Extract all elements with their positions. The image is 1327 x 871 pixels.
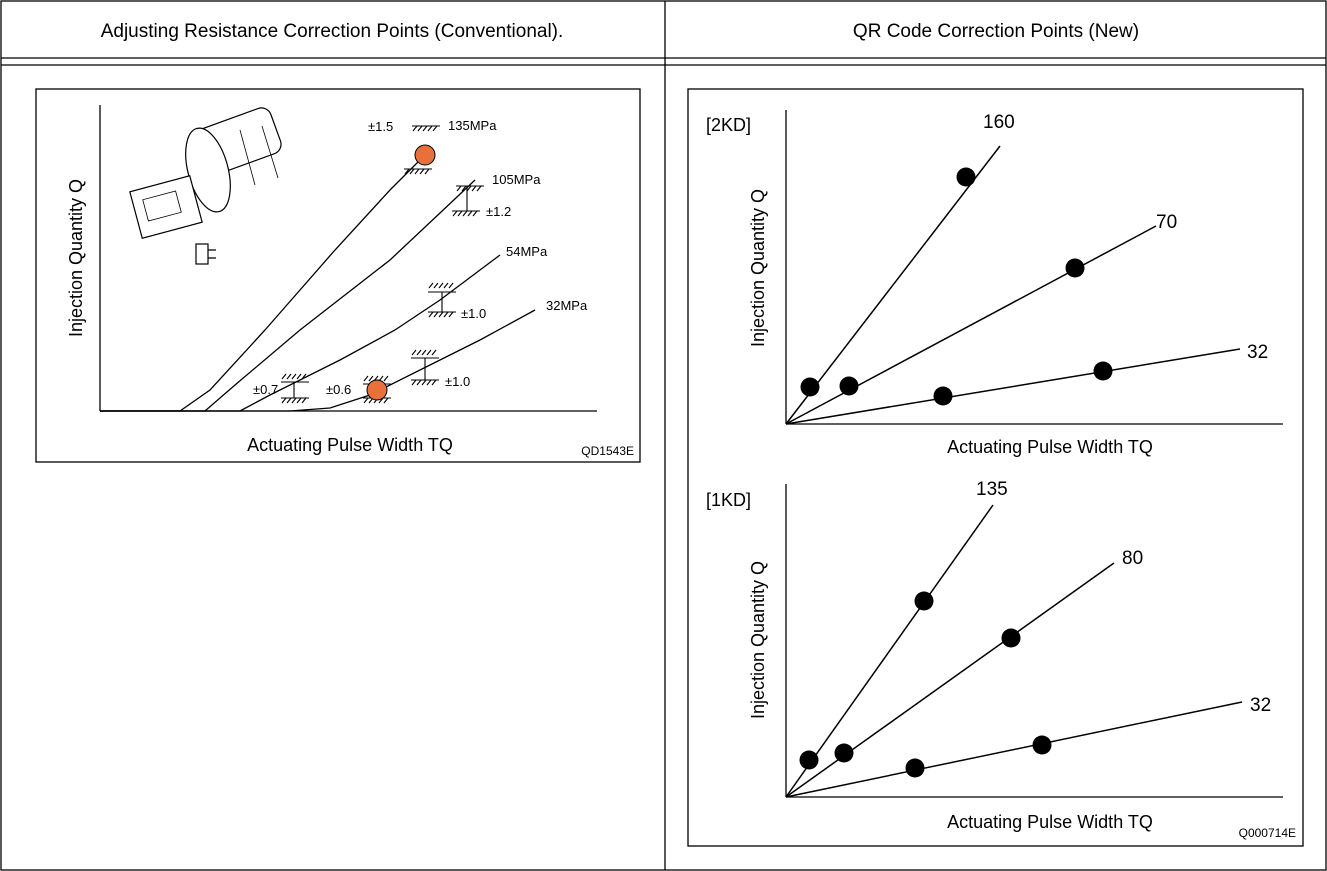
panel-1kd-x-axis-label: Actuating Pulse Width TQ [947, 812, 1153, 832]
conventional-diagram-frame [35, 88, 641, 463]
conventional-x-axis-label: Actuating Pulse Width TQ [247, 435, 453, 455]
hatch-mark [412, 125, 438, 132]
hatch-mark [281, 397, 307, 404]
injector-illustration [129, 107, 282, 265]
hatch-mark [456, 185, 482, 192]
panel-2kd-series-label-160: 160 [983, 112, 1015, 133]
pressure-label-135: 135MPa [448, 118, 497, 133]
right-column-header: QR Code Correction Points (New) [853, 21, 1139, 42]
tolerance-label-0-7: ±0.7 [253, 382, 278, 397]
panel-1kd-series-label-135: 135 [976, 479, 1008, 500]
tolerance-label-1-0-upper: ±1.0 [461, 306, 486, 321]
panel-2kd-line-160 [785, 145, 1001, 425]
panel-1kd-y-axis-label: Injection Quantity Q [748, 561, 768, 719]
curve-32mpa [100, 309, 536, 412]
injector-flange [185, 127, 231, 213]
panel-2kd-point-32-b [1093, 361, 1113, 381]
panel-2kd-point-160-a [800, 377, 820, 397]
panel-2kd-line-32 [785, 348, 1241, 425]
injector-body-shading [239, 125, 279, 186]
tolerance-label-1-0-lower: ±1.0 [445, 374, 470, 389]
highlight-point-32mpa [366, 379, 388, 401]
panel-2kd-line-70 [785, 225, 1157, 425]
chart-panel-1kd: [1KD] Injection Quantity Q Actuating Pul… [706, 479, 1283, 832]
conventional-figure-code: QD1543E [581, 444, 634, 458]
tolerance-marks [281, 125, 484, 404]
panel-1kd-point-32-b [1032, 735, 1052, 755]
qr-figure-code: Q000714E [1239, 826, 1296, 840]
panel-1kd-point-80-b [1001, 628, 1021, 648]
panel-2kd-point-32-a [933, 386, 953, 406]
panel-1kd-point-135-b [914, 591, 934, 611]
chart-panel-2kd: [2KD] Injection Quantity Q Actuating Pul… [706, 110, 1283, 457]
hatch-mark [428, 282, 454, 289]
panel-2kd-series-label-32: 32 [1247, 342, 1268, 363]
panel-1kd-point-135-a [799, 750, 819, 770]
panel-1kd-line-80 [785, 562, 1115, 798]
pressure-label-54: 54MPa [506, 244, 548, 259]
pressure-label-32: 32MPa [546, 298, 588, 313]
hatch-mark [428, 311, 454, 318]
panel-1kd-series-label-80: 80 [1122, 548, 1143, 569]
qr-diagram-frame [687, 88, 1304, 847]
panel-2kd-x-axis-label: Actuating Pulse Width TQ [947, 437, 1153, 457]
hatch-mark [411, 379, 437, 386]
hatch-mark [363, 397, 389, 404]
tolerance-label-1-5: ±1.5 [368, 119, 393, 134]
hatch-mark [404, 168, 430, 175]
panel-2kd-point-70-b [1065, 258, 1085, 278]
qr-label-pins [208, 249, 216, 259]
hatch-mark [452, 210, 478, 217]
connector-inner [142, 190, 182, 222]
panel-2kd-point-70-a [839, 376, 859, 396]
conventional-diagram: Injection Quantity Q Actuating Pulse Wid… [35, 88, 641, 463]
pressure-label-105: 105MPa [492, 172, 541, 187]
curve-54mpa [100, 254, 501, 412]
tolerance-label-0-6: ±0.6 [326, 382, 351, 397]
panel-1kd-engine-label: [1KD] [706, 490, 751, 510]
tolerance-label-1-2: ±1.2 [486, 204, 511, 219]
highlight-point-135mpa [414, 144, 436, 166]
conventional-y-axis-label: Injection Quantity Q [66, 179, 86, 337]
panel-1kd-point-32-a [905, 758, 925, 778]
panel-1kd-series-label-32: 32 [1250, 695, 1271, 716]
panel-2kd-point-160-b [956, 167, 976, 187]
hatch-mark [281, 373, 307, 380]
panel-1kd-line-32 [785, 701, 1243, 798]
panel-1kd-line-135 [785, 504, 994, 798]
panel-1kd-point-80-a [834, 743, 854, 763]
panel-2kd-engine-label: [2KD] [706, 115, 751, 135]
qr-diagram: Q000714E [687, 88, 1304, 847]
left-column-header: Adjusting Resistance Correction Points (… [101, 21, 564, 42]
panel-2kd-series-label-70: 70 [1156, 212, 1177, 233]
hatch-mark [363, 375, 389, 382]
panel-2kd-y-axis-label: Injection Quantity Q [748, 189, 768, 347]
qr-label-chip [195, 243, 209, 265]
hatch-mark [411, 349, 437, 356]
